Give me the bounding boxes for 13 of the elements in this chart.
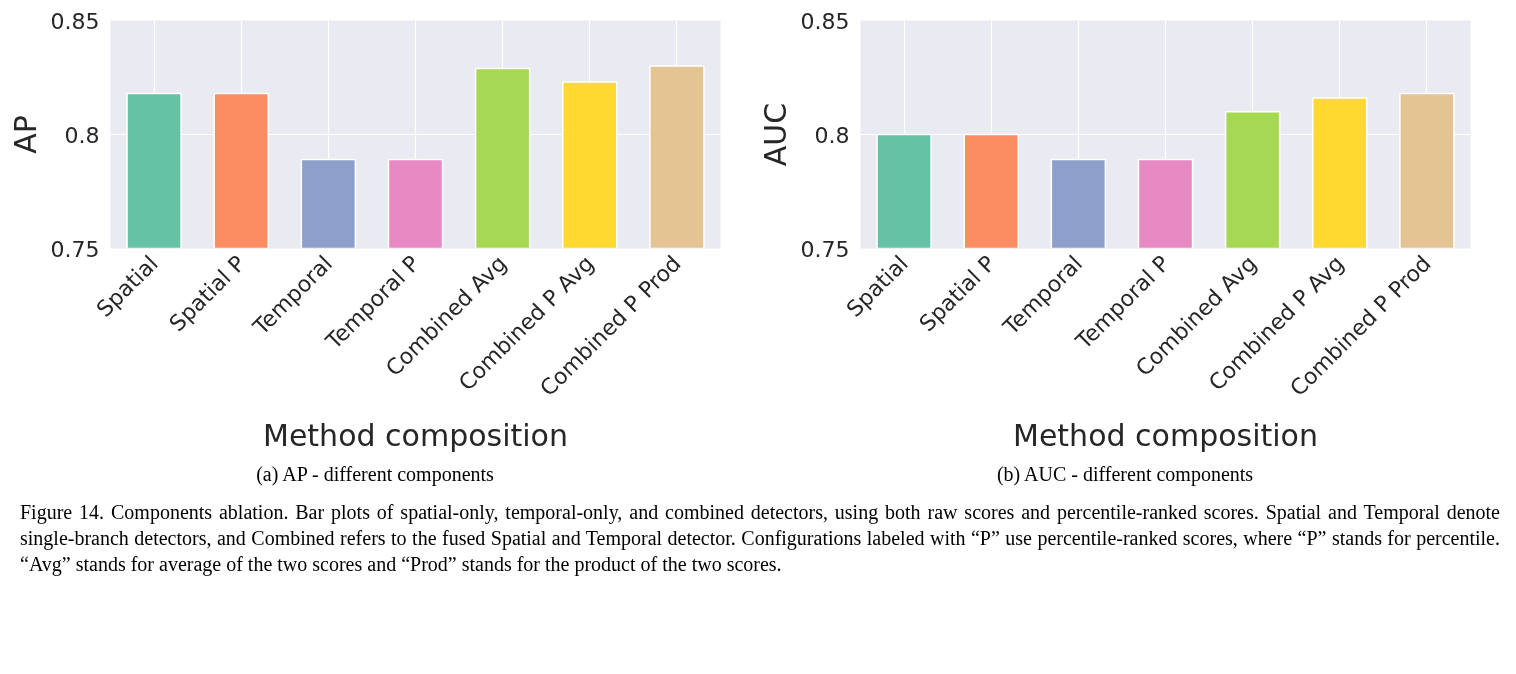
y-tick-label: 0.75 — [800, 236, 850, 262]
y-axis-title: AP — [7, 115, 43, 154]
y-tick-label: 0.8 — [814, 122, 850, 148]
x-axis-title: Method composition — [263, 417, 568, 453]
y-tick-label: 0.85 — [800, 8, 850, 34]
y-tick-label: 0.75 — [50, 236, 100, 262]
y-tick-label: 0.85 — [50, 8, 100, 34]
x-axis-title: Method composition — [1013, 417, 1318, 453]
y-axis-title: AUC — [757, 102, 793, 167]
text: (b) AUC - different components — [996, 462, 1254, 488]
y-tick-label: 0.8 — [64, 122, 100, 148]
text: (a) AP - different components — [256, 462, 494, 488]
caption: Figure 14. Components ablation. Bar plots of spatial-only, temporal-only, and combined detectors, using both raw scores and percentile-ranked scores. Spatial and Temporal denote single-branch detectors, and Combined refers to the fused Spatial and Temporal detector. Configurations labeled with “P” use percentile-ranked scores, where “P” stands for percentile. “Avg” stands for average of the two scores and “Prod” stands for the product of the two scores. — [20, 499, 1500, 577]
